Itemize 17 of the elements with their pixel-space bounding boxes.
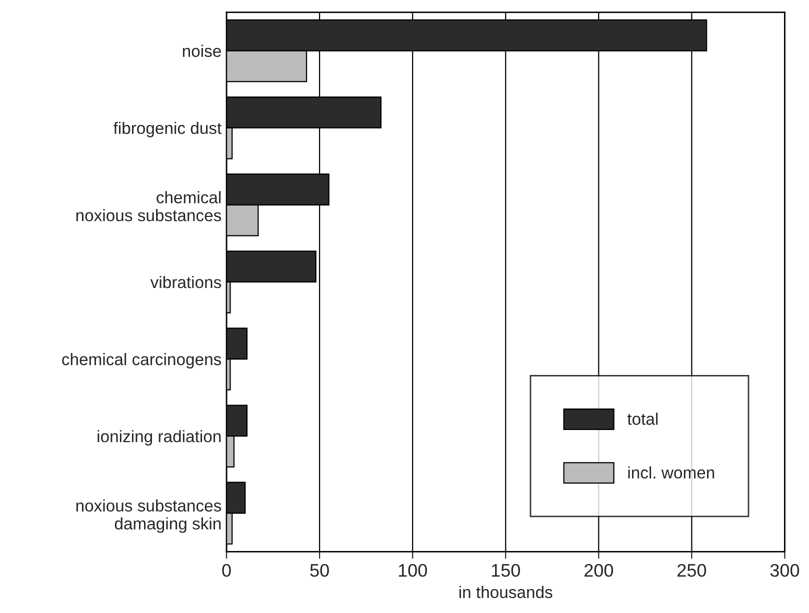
x-tick-label: 300 <box>770 564 800 577</box>
y-tick-label: vibrations <box>150 276 222 288</box>
x-tick-label: 250 <box>678 564 706 577</box>
y-tick-label: chemical carcinogens <box>62 353 222 369</box>
x-tick-label: 50 <box>310 564 329 577</box>
legend-label: total <box>627 412 658 425</box>
y-tick-label: noise <box>182 44 221 57</box>
y-tick-label: fibrogenic dust <box>114 122 222 138</box>
y-tick-label: ionizing radiation <box>98 430 221 446</box>
y-tick-label: noxious substances damaging skin <box>76 499 222 533</box>
y-tick-label: chemical noxious substances <box>76 191 222 222</box>
legend-label: incl. women <box>628 466 714 479</box>
x-tick-label: 100 <box>398 564 427 577</box>
x-tick-label: 200 <box>584 564 614 577</box>
x-axis-title: in thousands <box>459 586 552 598</box>
x-tick-label: 150 <box>492 564 520 577</box>
x-tick-label: 0 <box>222 564 231 577</box>
